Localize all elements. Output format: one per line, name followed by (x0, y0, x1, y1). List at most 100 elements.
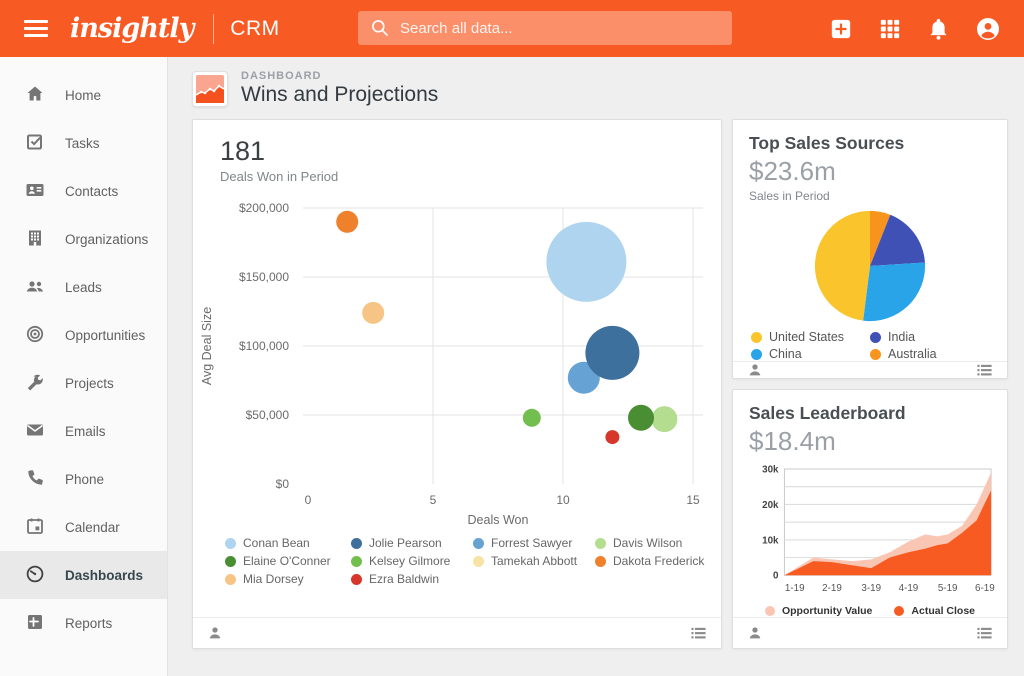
sidebar-item-calendar[interactable]: Calendar (0, 503, 167, 551)
sources-card-sublabel: Sales in Period (749, 189, 830, 203)
legend-item: Opportunity Value (764, 605, 872, 617)
svg-text:$50,000: $50,000 (246, 408, 290, 422)
svg-text:$150,000: $150,000 (239, 270, 289, 284)
quick-add-icon[interactable] (830, 18, 852, 40)
list-view-icon[interactable] (976, 626, 993, 641)
leaderboard-card-footer (733, 617, 1007, 648)
sidebar-item-phone[interactable]: Phone (0, 455, 167, 503)
sidebar-item-projects[interactable]: Projects (0, 359, 167, 407)
sidebar-item-home[interactable]: Home (0, 71, 167, 119)
list-view-icon[interactable] (690, 626, 707, 641)
sidebar-item-reports[interactable]: Reports (0, 599, 167, 647)
sidebar-item-leads[interactable]: Leads (0, 263, 167, 311)
legend-item: Conan Bean (225, 536, 351, 550)
bubble-chart-legend: Conan Bean Jolie Pearson Forrest Sawyer Dav… (225, 536, 721, 617)
profile-avatar-icon[interactable] (976, 17, 1000, 41)
svg-text:0: 0 (773, 571, 779, 582)
sources-card-metric: $23.6m (749, 156, 836, 186)
search-input[interactable] (358, 11, 732, 45)
phone-icon (25, 468, 45, 491)
area-chart-legend: Opportunity Value Actual Close (749, 605, 991, 617)
leaderboard-card-metric: $18.4m (749, 426, 836, 456)
owner-person-icon[interactable] (747, 625, 763, 641)
pie-chart-legend: United States India China Australia (749, 330, 991, 361)
brand-divider (213, 13, 215, 44)
main-content: DASHBOARD Wins and Projections 181 Deals… (168, 57, 1024, 676)
sidebar-item-emails[interactable]: Emails (0, 407, 167, 455)
svg-text:6-19: 6-19 (975, 583, 995, 594)
svg-text:Avg Deal Size: Avg Deal Size (200, 307, 214, 385)
svg-text:$100,000: $100,000 (239, 339, 289, 353)
svg-text:3-19: 3-19 (861, 583, 881, 594)
svg-text:10: 10 (556, 493, 570, 507)
legend-item: Davis Wilson (595, 536, 721, 550)
sidebar-item-opportunities[interactable]: Opportunities (0, 311, 167, 359)
legend-item: Mia Dorsey (225, 572, 351, 586)
sidebar: Home Tasks Contacts Organizations Leads … (0, 57, 168, 676)
sidebar-item-dashboards[interactable]: Dashboards (0, 551, 167, 599)
svg-text:20k: 20k (762, 500, 779, 511)
wins-metric-label: Deals Won in Period (220, 169, 339, 184)
home-icon (25, 84, 45, 107)
svg-text:15: 15 (686, 493, 700, 507)
sidebar-item-contacts[interactable]: Contacts (0, 167, 167, 215)
svg-text:5: 5 (430, 493, 437, 507)
calendar-icon (25, 516, 45, 539)
menu-icon[interactable] (24, 16, 48, 41)
area-chart: 0 10k 20k 30k 1-19 2-19 3-19 4-19 5-19 6-19 (762, 464, 995, 594)
apps-grid-icon[interactable] (879, 18, 901, 40)
reports-icon (25, 612, 45, 635)
legend-item: Elaine O'Conner (225, 554, 351, 568)
app-header: insightly CRM (0, 0, 1024, 57)
wins-card-footer (193, 617, 721, 648)
legend-item: India (870, 330, 989, 344)
leaderboard-card-title: Sales Leaderboard (749, 403, 906, 423)
leads-icon (25, 276, 45, 299)
owner-person-icon[interactable] (207, 625, 223, 641)
top-sales-sources-card: Top Sales Sources $23.6m Sales in Period… (732, 119, 1008, 379)
legend-item: Tamekah Abbott (473, 554, 595, 568)
sales-leaderboard-card: Sales Leaderboard $18.4m 0 10k 20k 30k 1-19 2… (732, 389, 1008, 649)
page-eyebrow: DASHBOARD (241, 70, 322, 82)
dashboard-thumbnail-icon (192, 70, 228, 107)
sidebar-item-organizations[interactable]: Organizations (0, 215, 167, 263)
legend-item: China (751, 347, 870, 361)
legend-item: Dakota Frederick (595, 554, 721, 568)
dashboards-icon (25, 564, 45, 587)
search-icon (370, 18, 390, 43)
legend-item: Ezra Baldwin (351, 572, 473, 586)
contacts-icon (25, 180, 45, 203)
legend-item: United States (751, 330, 870, 344)
svg-text:4-19: 4-19 (899, 583, 919, 594)
global-search (358, 11, 732, 45)
svg-text:10k: 10k (762, 535, 779, 546)
svg-text:2-19: 2-19 (822, 583, 842, 594)
legend-item: Actual Close (894, 605, 975, 617)
opportunities-icon (25, 324, 45, 347)
notifications-bell-icon[interactable] (928, 17, 949, 40)
projects-icon (25, 372, 45, 395)
brand-logo: insightly (70, 13, 194, 44)
pie-chart (814, 210, 926, 322)
svg-text:Deals Won: Deals Won (468, 513, 529, 527)
product-name: CRM (230, 16, 280, 40)
owner-person-icon[interactable] (747, 362, 763, 378)
svg-text:30k: 30k (762, 464, 779, 475)
svg-text:$0: $0 (276, 477, 290, 491)
svg-text:$200,000: $200,000 (239, 201, 289, 215)
wins-metric-value: 181 (220, 136, 266, 166)
emails-icon (25, 420, 45, 443)
bubble-chart: $0 $50,000 $100,000 $150,000 $200,000 0 5 10 15 D… (200, 201, 703, 527)
svg-text:0: 0 (305, 493, 312, 507)
svg-text:1-19: 1-19 (785, 583, 805, 594)
sources-card-footer (733, 361, 1007, 378)
page-title: Wins and Projections (241, 83, 439, 106)
list-view-icon[interactable] (976, 363, 993, 378)
wins-card: 181 Deals Won in Period $0 $50,000 $100,00… (192, 119, 722, 649)
sources-card-title: Top Sales Sources (749, 133, 905, 153)
tasks-icon (25, 132, 45, 155)
sidebar-item-tasks[interactable]: Tasks (0, 119, 167, 167)
legend-item: Forrest Sawyer (473, 536, 595, 550)
svg-text:5-19: 5-19 (938, 583, 958, 594)
organizations-icon (25, 228, 45, 251)
